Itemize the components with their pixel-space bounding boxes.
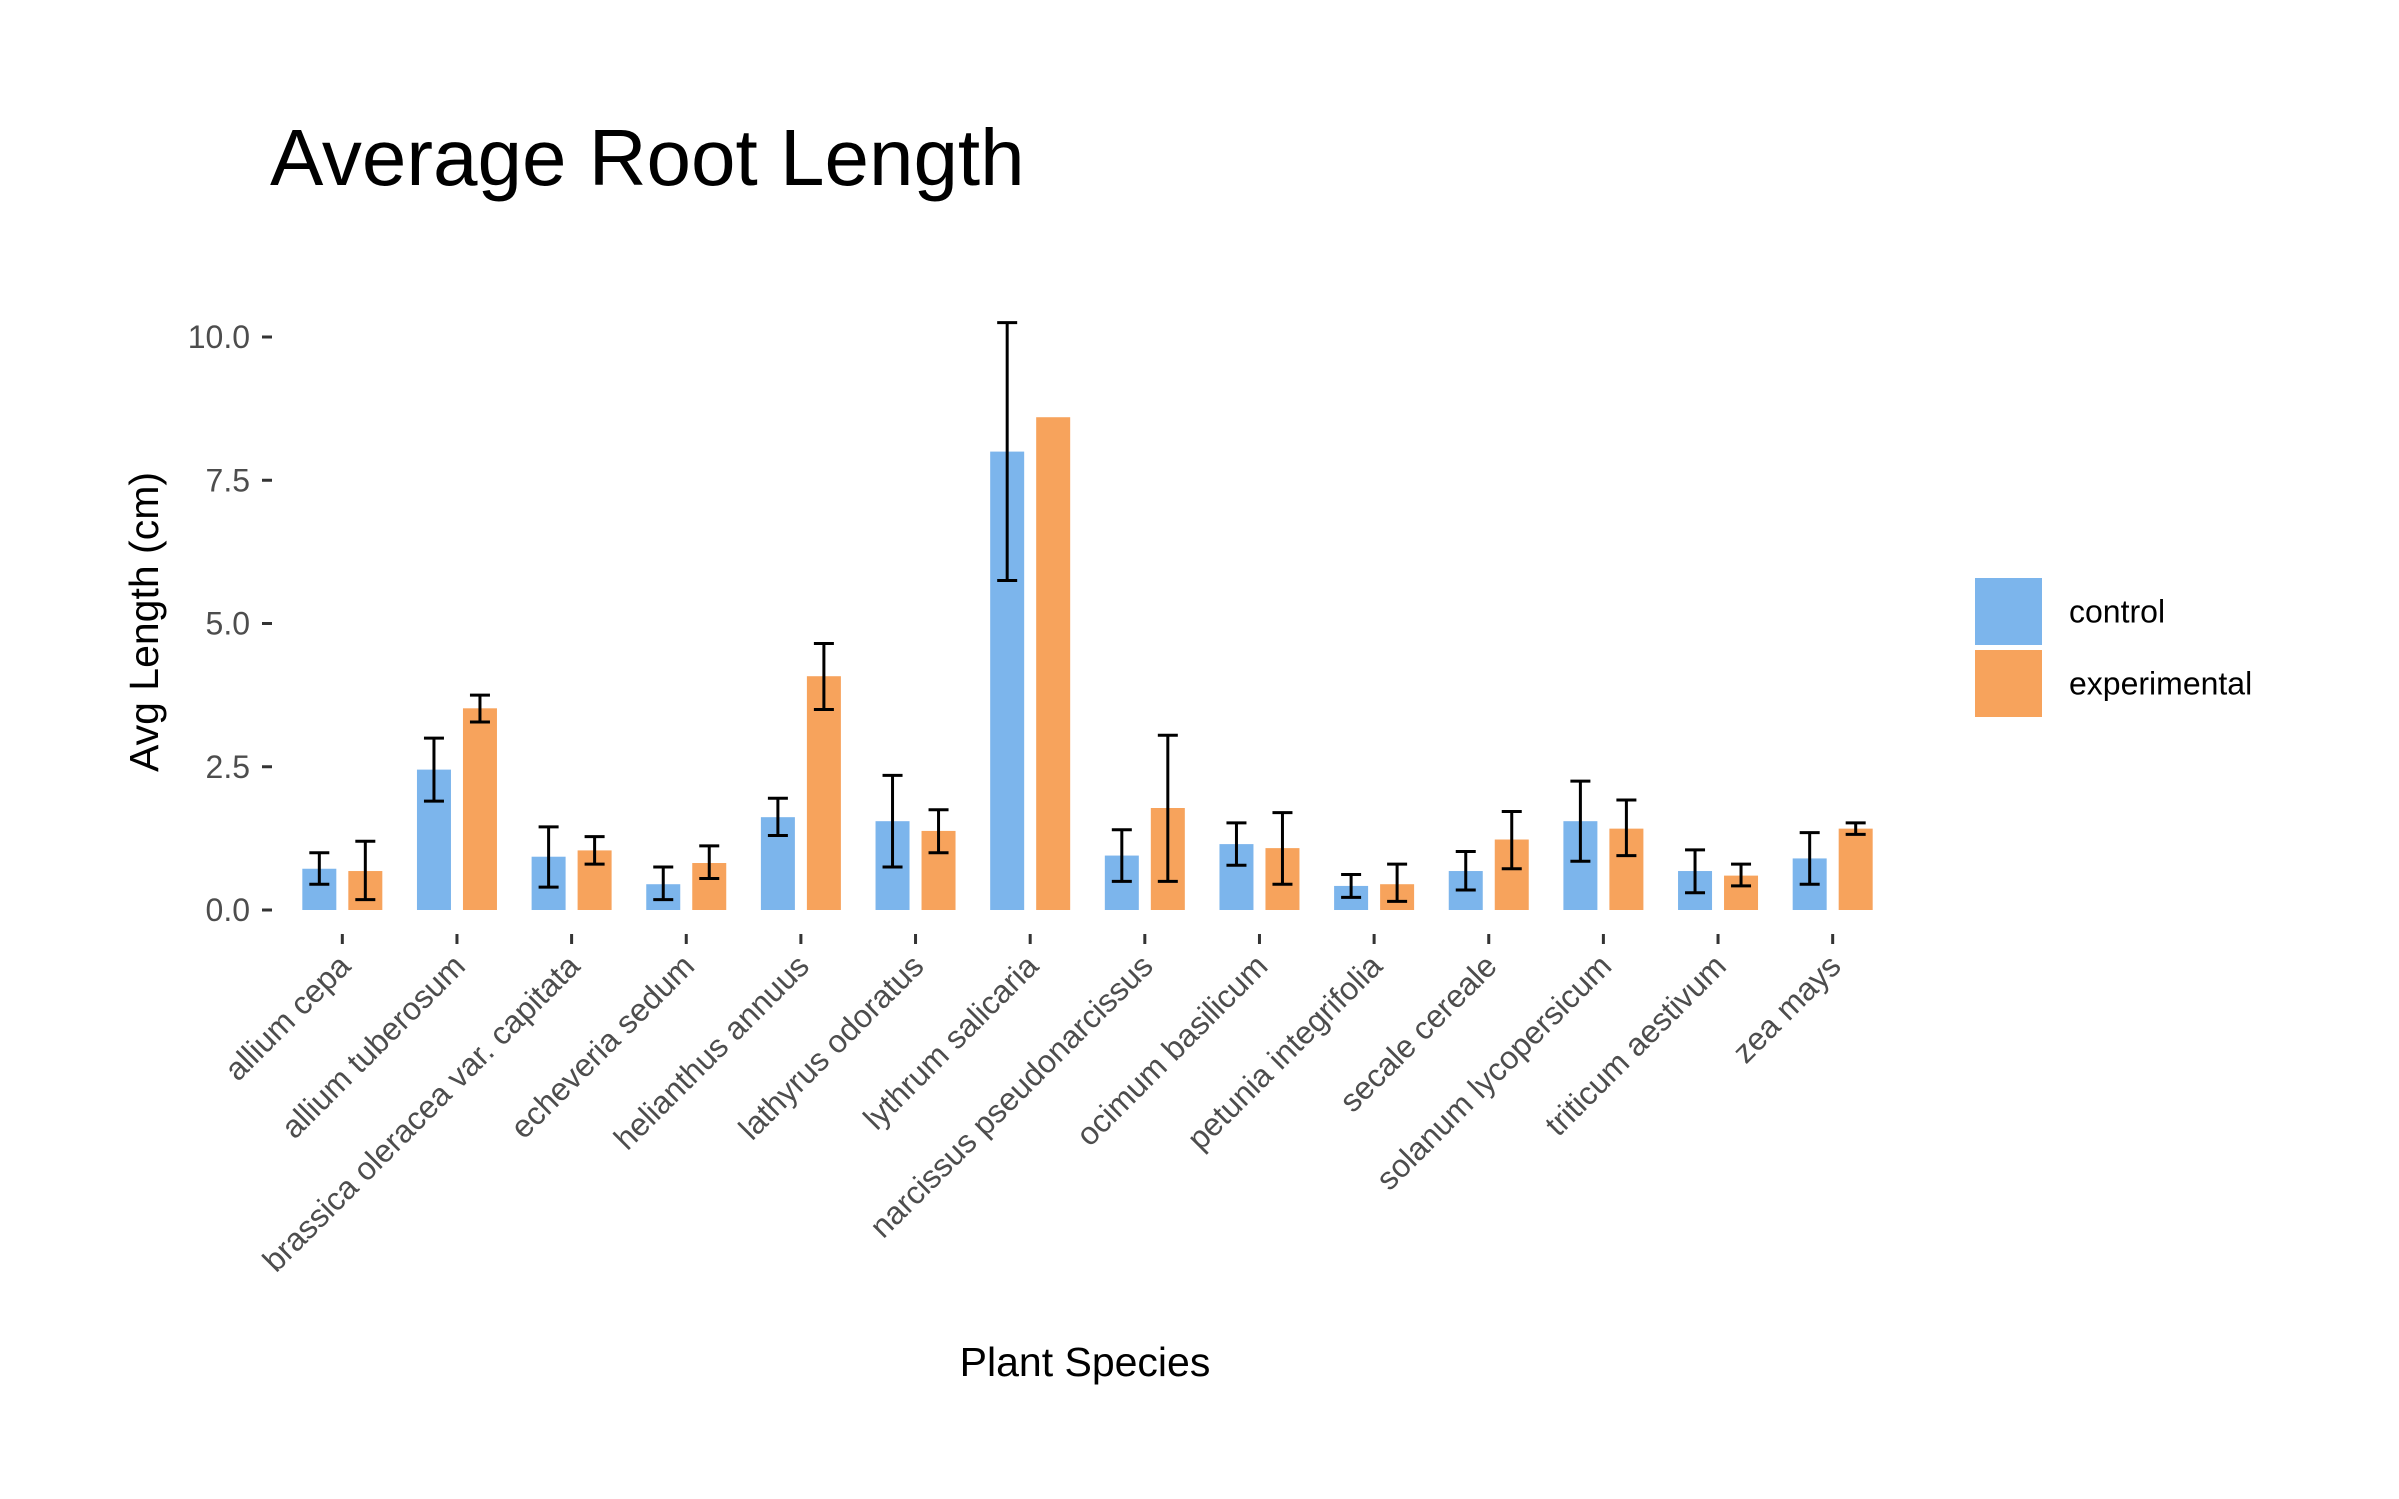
x-axis-title: Plant Species	[960, 1339, 1211, 1385]
bar-experimental	[1036, 417, 1071, 910]
legend-label: control	[2069, 594, 2165, 630]
bar-experimental	[806, 676, 841, 910]
legend-key-control	[1975, 578, 2042, 645]
y-tick-label: 2.5	[206, 749, 250, 785]
error-bars-group	[309, 321, 1866, 903]
bar-experimental	[462, 708, 497, 910]
y-tick-label: 7.5	[206, 462, 250, 498]
legend-key-experimental	[1975, 650, 2042, 717]
legend: control experimental	[1975, 578, 2252, 717]
legend-label: experimental	[2069, 666, 2252, 702]
bar-experimental	[1838, 828, 1873, 910]
y-tick-label: 10.0	[188, 319, 250, 355]
y-axis: 0.0 2.5 5.0 7.5 10.0	[188, 319, 272, 928]
y-axis-title: Avg Length (cm)	[121, 472, 167, 772]
y-tick-label: 5.0	[206, 606, 250, 642]
y-tick-label: 0.0	[206, 892, 250, 928]
chart-title: Average Root Length	[270, 113, 1025, 202]
